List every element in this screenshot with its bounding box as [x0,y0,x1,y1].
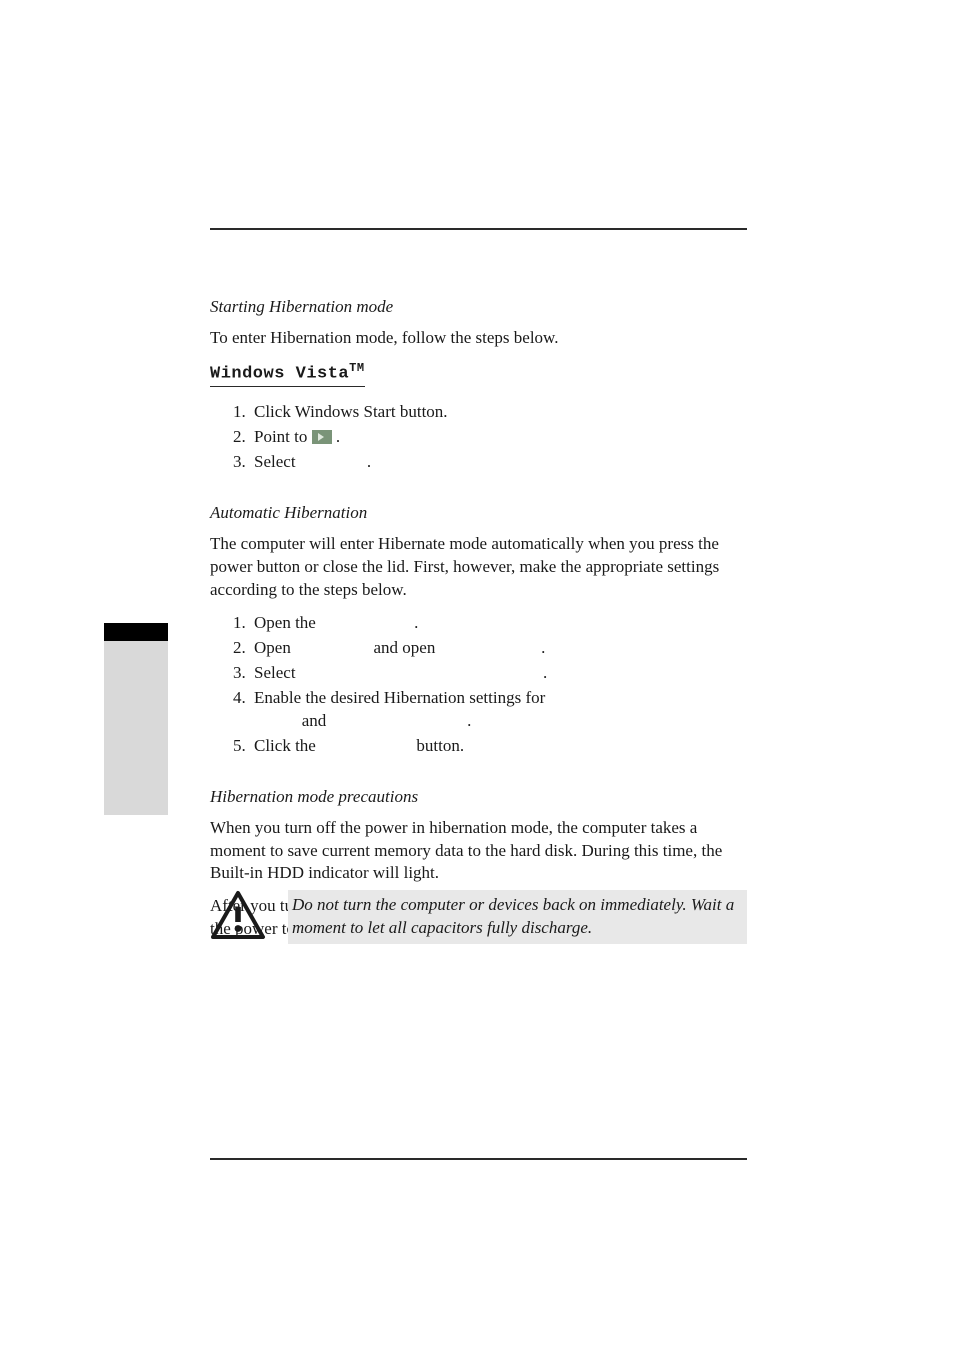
auto-step-1-blank: Control Panel [320,613,414,632]
auto-intro-paragraph: The computer will enter Hibernate mode a… [210,533,747,602]
auto-step-5a: Click the [254,736,316,755]
auto-step-5b: button. [416,736,464,755]
auto-step-3: Select Choose what the power button does… [250,662,747,685]
auto-step-5: Click the Save changes button. [250,735,747,758]
auto-step-2: Open Mobile PC and open Power Options. [250,637,747,660]
vista-heading: Windows VistaTM [210,360,365,388]
auto-step-1b: . [414,613,418,632]
vista-step-1: Click Windows Start button. [250,401,747,424]
intro-paragraph: To enter Hibernation mode, follow the st… [210,327,747,350]
vista-step-3-blank: Hibernate [300,452,367,471]
precautions-p1: When you turn off the power in hibernati… [210,817,747,886]
bottom-rule [210,1158,747,1160]
caution-text: Do not turn the computer or devices back… [288,890,747,944]
caution-callout: Do not turn the computer or devices back… [210,890,747,944]
precautions-heading: Hibernation mode precautions [210,786,747,809]
auto-step-3-blank: Choose what the power button does [300,663,543,682]
vista-step-2-suffix: . [336,427,340,446]
auto-step-2b: and open [373,638,435,657]
auto-step-2-blank1: Mobile PC [295,638,373,657]
trademark-symbol: TM [349,361,364,375]
vista-steps-list: Click Windows Start button. Point to . S… [210,401,747,474]
vista-step-3-text: Select [254,452,296,471]
auto-step-2-blank2: Power Options [440,638,542,657]
caution-icon [210,890,266,942]
page: Starting Hibernation mode To enter Hiber… [0,0,954,1351]
auto-step-3a: Select [254,663,296,682]
auto-step-2c: . [541,638,545,657]
auto-step-1a: Open the [254,613,316,632]
auto-step-4a: Enable the desired Hibernation settings … [254,688,545,707]
auto-hibernation-heading: Automatic Hibernation [210,502,747,525]
arrow-icon [312,430,332,444]
vista-step-3: Select Hibernate. [250,451,747,474]
vista-step-3-suffix: . [367,452,371,471]
vista-step-2: Point to . [250,426,747,449]
auto-steps-list: Open the Control Panel. Open Mobile PC a… [210,612,747,758]
auto-step-4: Enable the desired Hibernation settings … [250,687,747,733]
auto-step-2a: Open [254,638,291,657]
auto-step-5-blank: Save changes [320,736,416,755]
auto-step-4-blank2: When I close the lid [330,711,467,730]
vista-step-2-text: Point to [254,427,307,446]
side-tab-gray [104,623,168,815]
content-column: Starting Hibernation mode To enter Hiber… [210,296,747,951]
auto-step-3b: . [543,663,547,682]
auto-step-4c: . [467,711,471,730]
vista-heading-text: Windows Vista [210,365,349,384]
auto-step-4b: and [302,711,327,730]
side-tab-black [104,623,168,641]
top-rule [210,228,747,230]
starting-hibernation-heading: Starting Hibernation mode [210,296,747,319]
auto-step-1: Open the Control Panel. [250,612,747,635]
